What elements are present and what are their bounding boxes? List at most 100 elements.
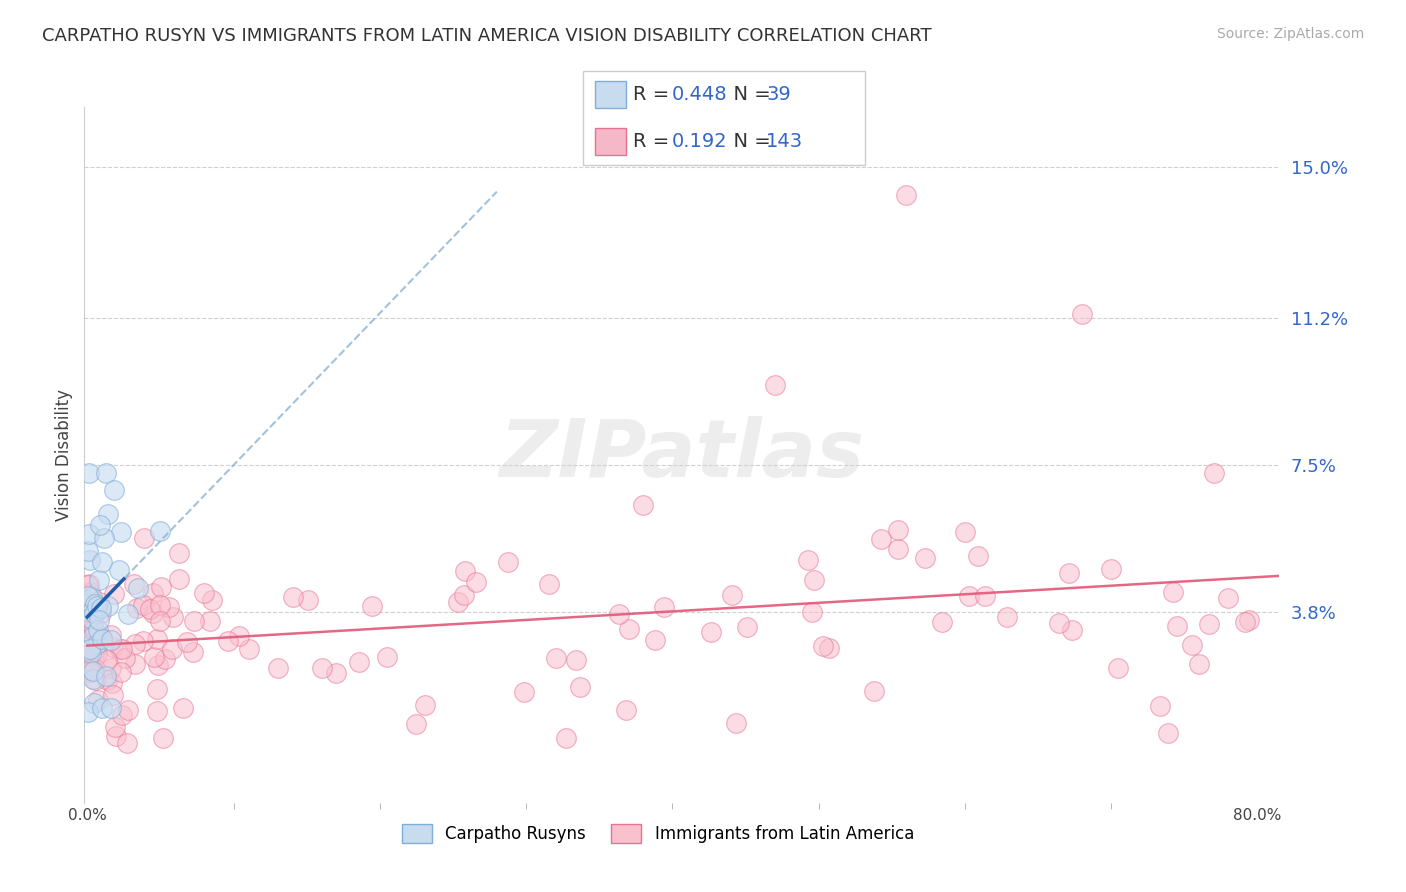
- Point: [114, 651, 136, 665]
- Point: [554, 731, 576, 746]
- Point: [375, 650, 398, 665]
- Point: [160, 642, 183, 657]
- Point: [79, 584, 101, 599]
- Point: [90, 631, 112, 645]
- Point: [228, 629, 250, 643]
- Point: [100, 628, 122, 642]
- Point: [100, 661, 122, 675]
- Point: [83, 648, 105, 663]
- Point: [176, 634, 198, 648]
- Point: [811, 639, 834, 653]
- Point: [974, 589, 997, 603]
- Point: [143, 649, 166, 664]
- Point: [124, 637, 146, 651]
- Point: [721, 588, 744, 602]
- Point: [97, 599, 120, 614]
- Point: [86, 648, 108, 662]
- Point: [96, 653, 118, 667]
- Point: [82, 591, 104, 605]
- Point: [93, 531, 115, 545]
- Point: [146, 658, 169, 673]
- Point: [914, 551, 936, 566]
- Point: [953, 525, 976, 540]
- Point: [142, 606, 165, 620]
- Point: [79, 611, 101, 625]
- Point: [1198, 617, 1220, 632]
- Point: [172, 700, 194, 714]
- Point: [77, 544, 100, 558]
- Point: [181, 644, 204, 658]
- Point: [82, 672, 104, 686]
- Point: [90, 630, 112, 644]
- Point: [100, 632, 122, 647]
- Point: [104, 729, 127, 743]
- Point: [607, 607, 630, 622]
- Text: ZIPatlas: ZIPatlas: [499, 416, 865, 494]
- Point: [77, 642, 100, 657]
- Point: [110, 708, 132, 723]
- Point: [91, 556, 114, 570]
- Text: R =: R =: [633, 132, 675, 151]
- Point: [763, 378, 786, 392]
- Point: [96, 466, 118, 480]
- Point: [464, 574, 486, 589]
- Point: [86, 637, 108, 651]
- Point: [117, 607, 139, 621]
- Point: [82, 629, 104, 643]
- Point: [453, 588, 475, 602]
- Point: [957, 589, 980, 603]
- Point: [153, 652, 176, 666]
- Point: [96, 673, 118, 688]
- Point: [90, 632, 112, 647]
- Point: [887, 542, 910, 557]
- Point: [496, 555, 519, 569]
- Point: [546, 650, 568, 665]
- Point: [538, 577, 561, 591]
- Point: [360, 599, 382, 613]
- Text: 143: 143: [766, 132, 803, 151]
- Point: [415, 698, 437, 713]
- Point: [1060, 624, 1083, 638]
- Point: [146, 704, 169, 718]
- Point: [217, 634, 239, 648]
- Point: [569, 680, 592, 694]
- Point: [80, 646, 103, 660]
- Point: [325, 666, 347, 681]
- Point: [108, 641, 131, 656]
- Point: [725, 715, 748, 730]
- Point: [631, 498, 654, 512]
- Point: [1187, 657, 1209, 671]
- Point: [77, 466, 100, 480]
- Point: [995, 610, 1018, 624]
- Point: [1202, 466, 1225, 480]
- Point: [117, 703, 139, 717]
- Point: [146, 632, 169, 647]
- Point: [797, 553, 820, 567]
- Point: [513, 684, 536, 698]
- Point: [644, 633, 666, 648]
- Point: [79, 553, 101, 567]
- Point: [79, 527, 101, 541]
- Point: [149, 615, 172, 629]
- Point: [1291, 509, 1313, 524]
- Point: [614, 703, 637, 717]
- Point: [87, 595, 110, 609]
- Point: [198, 614, 221, 628]
- Point: [108, 564, 131, 578]
- Point: [87, 693, 110, 707]
- Point: [82, 621, 104, 635]
- Point: [110, 665, 132, 680]
- Point: [101, 676, 124, 690]
- Point: [896, 187, 918, 202]
- Point: [103, 587, 125, 601]
- Point: [149, 524, 172, 538]
- Point: [103, 640, 125, 654]
- Point: [127, 581, 149, 595]
- Point: [82, 664, 104, 678]
- Point: [90, 606, 112, 620]
- Point: [297, 593, 319, 607]
- Point: [89, 517, 111, 532]
- Text: N =: N =: [721, 86, 778, 104]
- Point: [83, 622, 105, 636]
- Point: [149, 598, 172, 612]
